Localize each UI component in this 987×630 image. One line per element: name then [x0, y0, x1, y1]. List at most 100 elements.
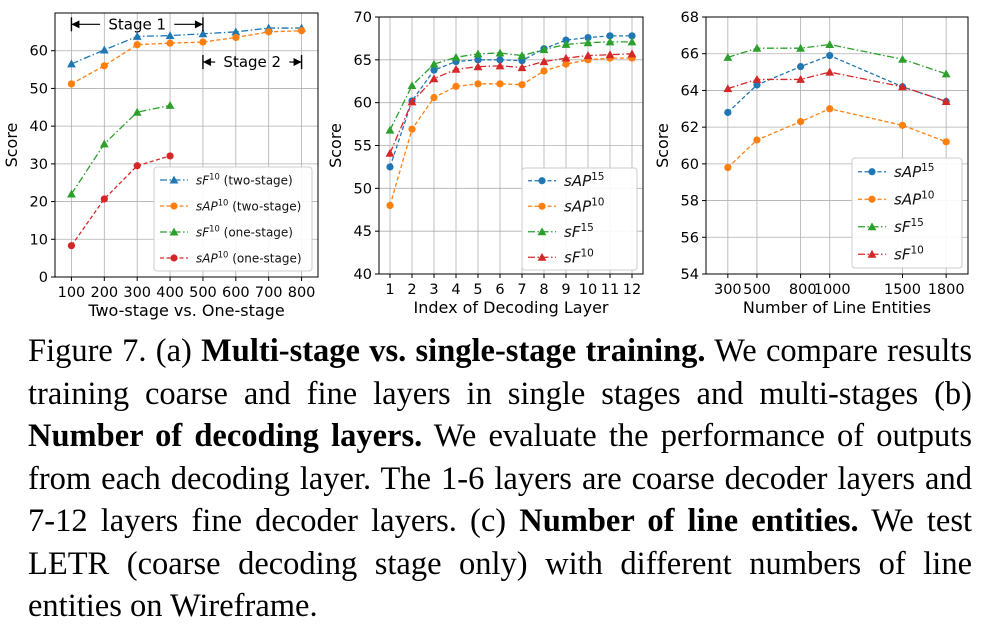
data-point [67, 59, 76, 68]
data-point [627, 37, 637, 46]
legend-entry: sF15 [858, 217, 924, 236]
data-point [231, 27, 241, 36]
series-line [727, 54, 947, 113]
data-point [796, 75, 806, 83]
data-point [100, 195, 108, 203]
x-tick-label: 4 [451, 282, 460, 298]
legend: sAP15 sAP10 sF15 sF10 [521, 167, 638, 271]
data-point [496, 80, 504, 88]
legend-entry: sF10 (two-stage) [160, 172, 293, 188]
legend-label: sAP15 [564, 171, 605, 190]
data-point [67, 189, 76, 198]
data-point [898, 82, 907, 91]
y-tick-label: 58 [681, 194, 699, 210]
legend-label: sF10 [564, 248, 594, 267]
x-tick-label: 600 [222, 285, 250, 301]
data-point [451, 52, 461, 61]
legend-entry: sAP10 [528, 197, 605, 216]
data-point [100, 62, 108, 70]
x-axis-label: Number of Line Entities [743, 298, 931, 317]
annotation-2: Stage 2 [202, 53, 303, 71]
series-4 [723, 67, 951, 105]
data-point [429, 74, 439, 83]
series-line [727, 108, 947, 169]
data-point [752, 43, 762, 52]
legend-swatch-marker [538, 177, 546, 185]
y-tick-label: 20 [30, 195, 48, 211]
series-line [71, 30, 302, 85]
x-tick-label: 400 [156, 285, 184, 301]
data-point [133, 162, 141, 170]
caption-label: Figure 7. (a) [28, 333, 202, 369]
data-point [297, 27, 306, 35]
data-point [430, 93, 438, 102]
series-3 [385, 37, 637, 134]
series-4 [385, 49, 637, 157]
y-tick-label: 66 [681, 47, 699, 63]
y-tick-label: 54 [681, 267, 699, 283]
data-point [561, 53, 571, 62]
data-point [496, 56, 504, 64]
x-tick-label: 7 [517, 282, 526, 298]
data-point [407, 81, 417, 90]
legend-entry: sAP10 (one-stage) [160, 250, 302, 265]
legend-label: sF10 [894, 245, 924, 264]
legend-swatch-marker [868, 195, 876, 203]
y-axis-label: Score [326, 123, 345, 168]
x-tick-label: 500 [189, 285, 217, 301]
data-point [539, 45, 549, 54]
legend-label: sAP15 [894, 162, 935, 181]
data-point [898, 54, 907, 63]
series-3 [67, 101, 175, 198]
x-tick-label: 10 [579, 282, 597, 298]
x-axis-label: Two-stage vs. One-stage [87, 301, 284, 320]
legend-entry: sAP10 (two-stage) [160, 198, 301, 213]
y-tick-label: 60 [354, 96, 372, 112]
legend-label: sF10 (two-stage) [196, 172, 293, 188]
legend-swatch-marker [169, 227, 179, 236]
x-tick-label: 1 [385, 282, 394, 298]
data-point [430, 66, 438, 74]
arrowhead [202, 58, 211, 67]
data-point [165, 31, 175, 40]
legend-swatch-marker [170, 254, 178, 262]
data-point [723, 52, 733, 61]
x-axis-label: Index of Decoding Layer [414, 298, 609, 317]
caption-c-title: Number of line entities. [519, 503, 859, 539]
data-point [199, 38, 207, 46]
data-point [724, 163, 732, 172]
data-point [627, 49, 637, 58]
data-point [429, 59, 439, 68]
data-point [723, 84, 733, 93]
y-tick-label: 60 [681, 157, 699, 173]
legend-entry: sF10 [528, 248, 594, 267]
y-tick-label: 45 [354, 224, 372, 240]
series-line [389, 41, 632, 131]
legend-entry: sAP15 [858, 162, 935, 181]
data-point [198, 29, 208, 38]
x-tick-label: 2 [407, 282, 416, 298]
data-point [67, 80, 76, 88]
y-tick-label: 30 [30, 157, 48, 173]
data-point [473, 62, 483, 71]
plot-frame [378, 16, 644, 275]
legend-label: sF10 (one-stage) [196, 224, 293, 240]
y-tick-label: 40 [354, 267, 372, 283]
series-line [71, 27, 302, 65]
series-2 [67, 27, 306, 88]
caption-b-text: We evaluate the performance of outputs f… [28, 418, 972, 539]
data-point [385, 148, 395, 157]
data-point [796, 43, 806, 52]
legend-swatch-marker [538, 202, 546, 210]
legend: sAP15 sAP10 sF15 sF10 [851, 157, 963, 269]
x-tick-label: 500 [743, 282, 771, 298]
legend-swatch-marker [868, 168, 876, 176]
data-point [132, 107, 142, 116]
arrowhead [194, 20, 203, 29]
data-point [826, 105, 834, 113]
data-point [452, 82, 460, 90]
y-tick-label: 50 [30, 81, 48, 97]
y-tick-label: 70 [354, 10, 372, 26]
data-point [67, 242, 76, 250]
series-line [70, 104, 171, 195]
